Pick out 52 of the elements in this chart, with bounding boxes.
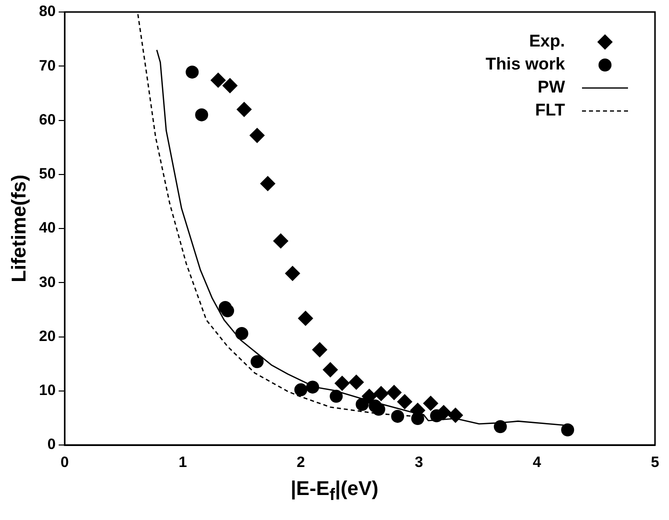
legend-label: PW [538,78,566,97]
point [235,327,248,340]
point [494,420,507,434]
legend-label: FLT [535,100,566,120]
point [236,102,252,117]
point [186,66,199,79]
point [298,310,314,326]
legend-label: This work [486,54,566,74]
point [372,402,386,416]
point [356,398,369,411]
y-tick-label: 70 [38,57,56,74]
point [423,396,438,411]
y-tick-label: 40 [38,220,56,237]
x-tick-label: 5 [650,454,660,472]
point [306,380,320,394]
point [222,78,238,94]
point [273,233,288,248]
y-tick-label: 20 [38,328,56,345]
x-tick-label: 0 [60,454,69,472]
y-tick-label: 30 [38,274,56,291]
point [221,304,234,318]
point [561,423,574,436]
point [348,374,364,390]
point [285,266,300,281]
legend-label: Exp. [529,32,565,51]
x-tick-label: 3 [414,454,424,472]
point [312,342,328,358]
point [250,128,265,143]
point [195,108,208,122]
point [397,394,412,410]
x-axis-title: |E-E$_{f}$|(eV) [290,478,380,505]
point [322,362,338,378]
point [294,383,308,396]
point [260,176,276,192]
point [391,410,404,423]
point [210,72,226,88]
point [250,355,264,368]
y-tick-label: 80 [38,3,56,20]
y-tick-label: 60 [38,111,56,128]
y-tick-label: 0 [47,436,56,454]
point [374,386,389,402]
point [362,388,377,404]
y-tick-label: 10 [38,382,56,400]
x-tick-label: 1 [178,454,187,472]
x-tick-label: 2 [296,454,305,472]
point [334,376,350,391]
point [448,408,463,423]
y-axis-title: Lifetime(fs) [8,174,31,282]
point [330,390,343,403]
point [386,385,402,400]
x-tick-label: 4 [532,454,542,472]
y-tick-label: 50 [38,166,56,183]
